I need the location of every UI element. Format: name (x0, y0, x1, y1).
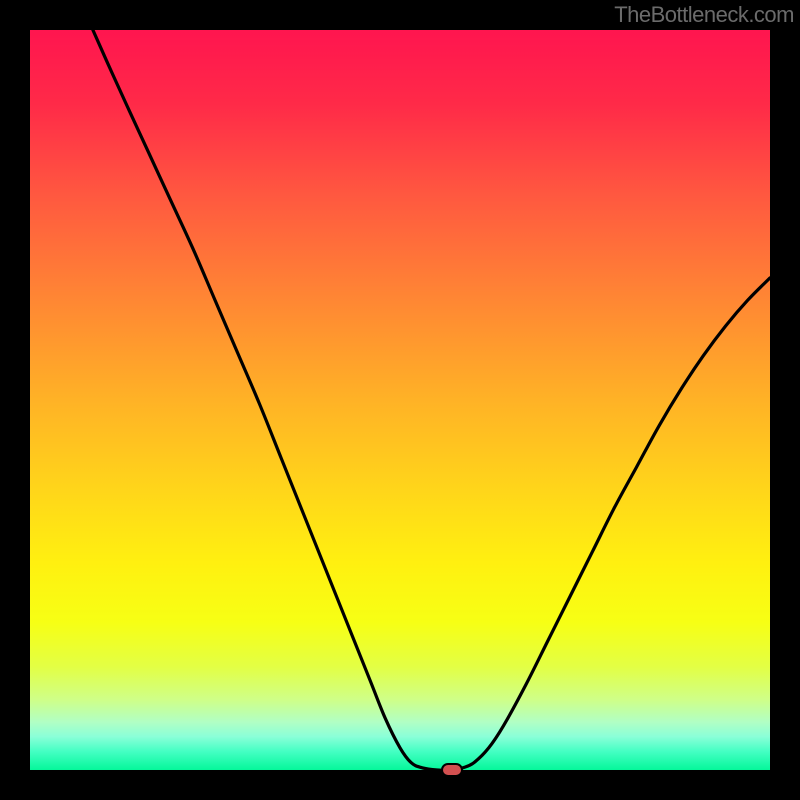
watermark-text: TheBottleneck.com (614, 2, 794, 28)
plot-area (30, 30, 770, 770)
bottleneck-curve (30, 30, 770, 770)
minimum-marker (441, 763, 463, 777)
